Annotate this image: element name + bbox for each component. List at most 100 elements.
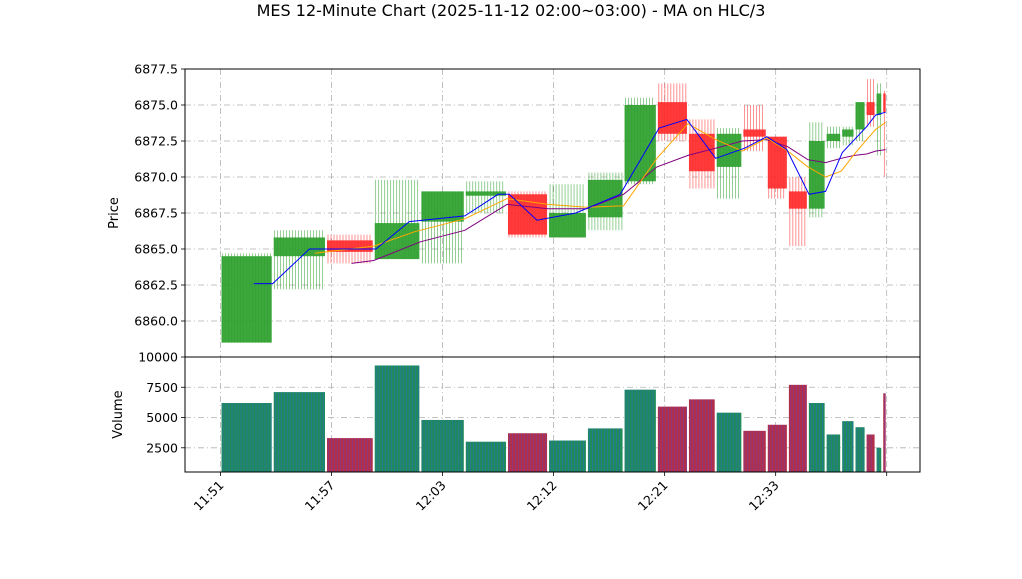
- x-tick-label: 12:21: [635, 478, 671, 514]
- volume-bar: [688, 399, 715, 472]
- candle: [743, 105, 766, 152]
- candle-body: [767, 136, 787, 189]
- volume-tick-label: 7500: [146, 380, 178, 395]
- volume-bar: [788, 384, 807, 472]
- candle-body: [374, 223, 420, 260]
- x-axis: 11:51 11:57 12:03 12:12 12:21 12:33: [191, 472, 888, 514]
- candle-body: [866, 102, 875, 116]
- candle: [688, 119, 715, 189]
- price-tick-label: 6877.5: [134, 62, 178, 77]
- volume-bar-fill: [808, 403, 825, 472]
- volume-bar: [808, 403, 825, 472]
- candle-body: [465, 191, 506, 196]
- volume-bar: [587, 428, 623, 472]
- candle-series: [221, 79, 886, 343]
- volume-bar: [273, 392, 326, 472]
- volume-bar-fill: [624, 389, 656, 472]
- candle: [767, 136, 787, 199]
- ma-fast-line: [253, 111, 886, 285]
- volume-bar-fill: [743, 430, 766, 472]
- x-tick-label: 11:51: [191, 478, 227, 514]
- volume-bar: [465, 441, 506, 472]
- candle-body: [221, 256, 272, 343]
- candle: [587, 172, 623, 231]
- candle: [273, 230, 326, 290]
- candle: [826, 126, 841, 149]
- volume-bar-fill: [549, 440, 586, 472]
- candle-body: [587, 179, 623, 218]
- candle-body: [327, 240, 373, 252]
- candle: [866, 79, 875, 127]
- candle-body: [842, 129, 854, 137]
- volume-bar-fill: [327, 438, 373, 472]
- candle: [374, 179, 420, 260]
- candle: [549, 184, 586, 238]
- volume-tick-label: 10000: [138, 350, 178, 365]
- volume-bar: [826, 434, 841, 472]
- volume-bar: [876, 447, 882, 472]
- volume-bar: [421, 419, 464, 472]
- candle-body: [743, 129, 766, 137]
- ma-slow-line: [351, 139, 886, 264]
- candle-body: [826, 133, 841, 141]
- candle: [221, 253, 272, 343]
- volume-bar-fill: [788, 384, 807, 472]
- price-tick-label: 6875.0: [134, 98, 178, 113]
- candle: [883, 90, 886, 177]
- price-axis-label: Price: [107, 197, 122, 229]
- candle: [507, 191, 548, 238]
- volume-bar: [883, 393, 886, 472]
- candle-body: [855, 102, 865, 130]
- volume-series: [221, 365, 886, 472]
- volume-bar-fill: [716, 412, 742, 472]
- volume-tick-label: 2500: [146, 440, 178, 455]
- price-panel: 6860.0 6862.5 6865.0 6867.5 6870.0 6872.5 6875…: [107, 62, 921, 358]
- volume-bar: [507, 433, 548, 472]
- x-tick-label: 12:33: [746, 478, 782, 514]
- candle-body: [507, 194, 548, 235]
- volume-axis-label: Volume: [111, 390, 126, 438]
- ma-mid-line: [314, 121, 886, 254]
- candle-body: [876, 93, 882, 116]
- candle-body: [788, 191, 807, 209]
- x-tick-label: 12:03: [413, 478, 449, 514]
- volume-tick-label: 5000: [146, 410, 178, 425]
- volume-bar-fill: [866, 434, 875, 472]
- volume-bar-fill: [421, 419, 464, 472]
- volume-bar: [624, 389, 656, 472]
- candle-body: [883, 93, 886, 113]
- candle: [855, 102, 865, 141]
- volume-bar: [657, 406, 687, 472]
- candle: [465, 181, 506, 213]
- volume-bar: [327, 438, 373, 472]
- candle-body: [624, 105, 656, 182]
- chart-title: MES 12-Minute Chart (2025-11-12 02:00~03…: [257, 1, 766, 20]
- volume-bar-fill: [826, 434, 841, 472]
- candle: [808, 122, 825, 218]
- candle: [788, 177, 807, 247]
- volume-bar: [716, 412, 742, 472]
- volume-bar-fill: [688, 399, 715, 472]
- volume-bar: [549, 440, 586, 472]
- volume-bar: [855, 427, 865, 472]
- volume-bar-fill: [842, 421, 854, 472]
- volume-bar-fill: [876, 447, 882, 472]
- volume-bar: [374, 365, 420, 472]
- candle: [716, 128, 742, 199]
- volume-bar: [866, 434, 875, 472]
- candle: [876, 83, 882, 156]
- price-tick-label: 6870.0: [134, 170, 178, 185]
- volume-bar: [743, 430, 766, 472]
- candle-body: [657, 102, 687, 134]
- volume-panel: 2500 5000 7500 10000 Volume: [111, 350, 921, 473]
- volume-bar-fill: [221, 403, 272, 472]
- volume-bar: [767, 424, 787, 472]
- price-tick-label: 6865.0: [134, 242, 178, 257]
- price-tick-label: 6862.5: [134, 278, 178, 293]
- candle: [657, 83, 687, 141]
- x-tick-label: 12:12: [524, 478, 560, 514]
- volume-bar-fill: [465, 441, 506, 472]
- price-tick-label: 6872.5: [134, 134, 178, 149]
